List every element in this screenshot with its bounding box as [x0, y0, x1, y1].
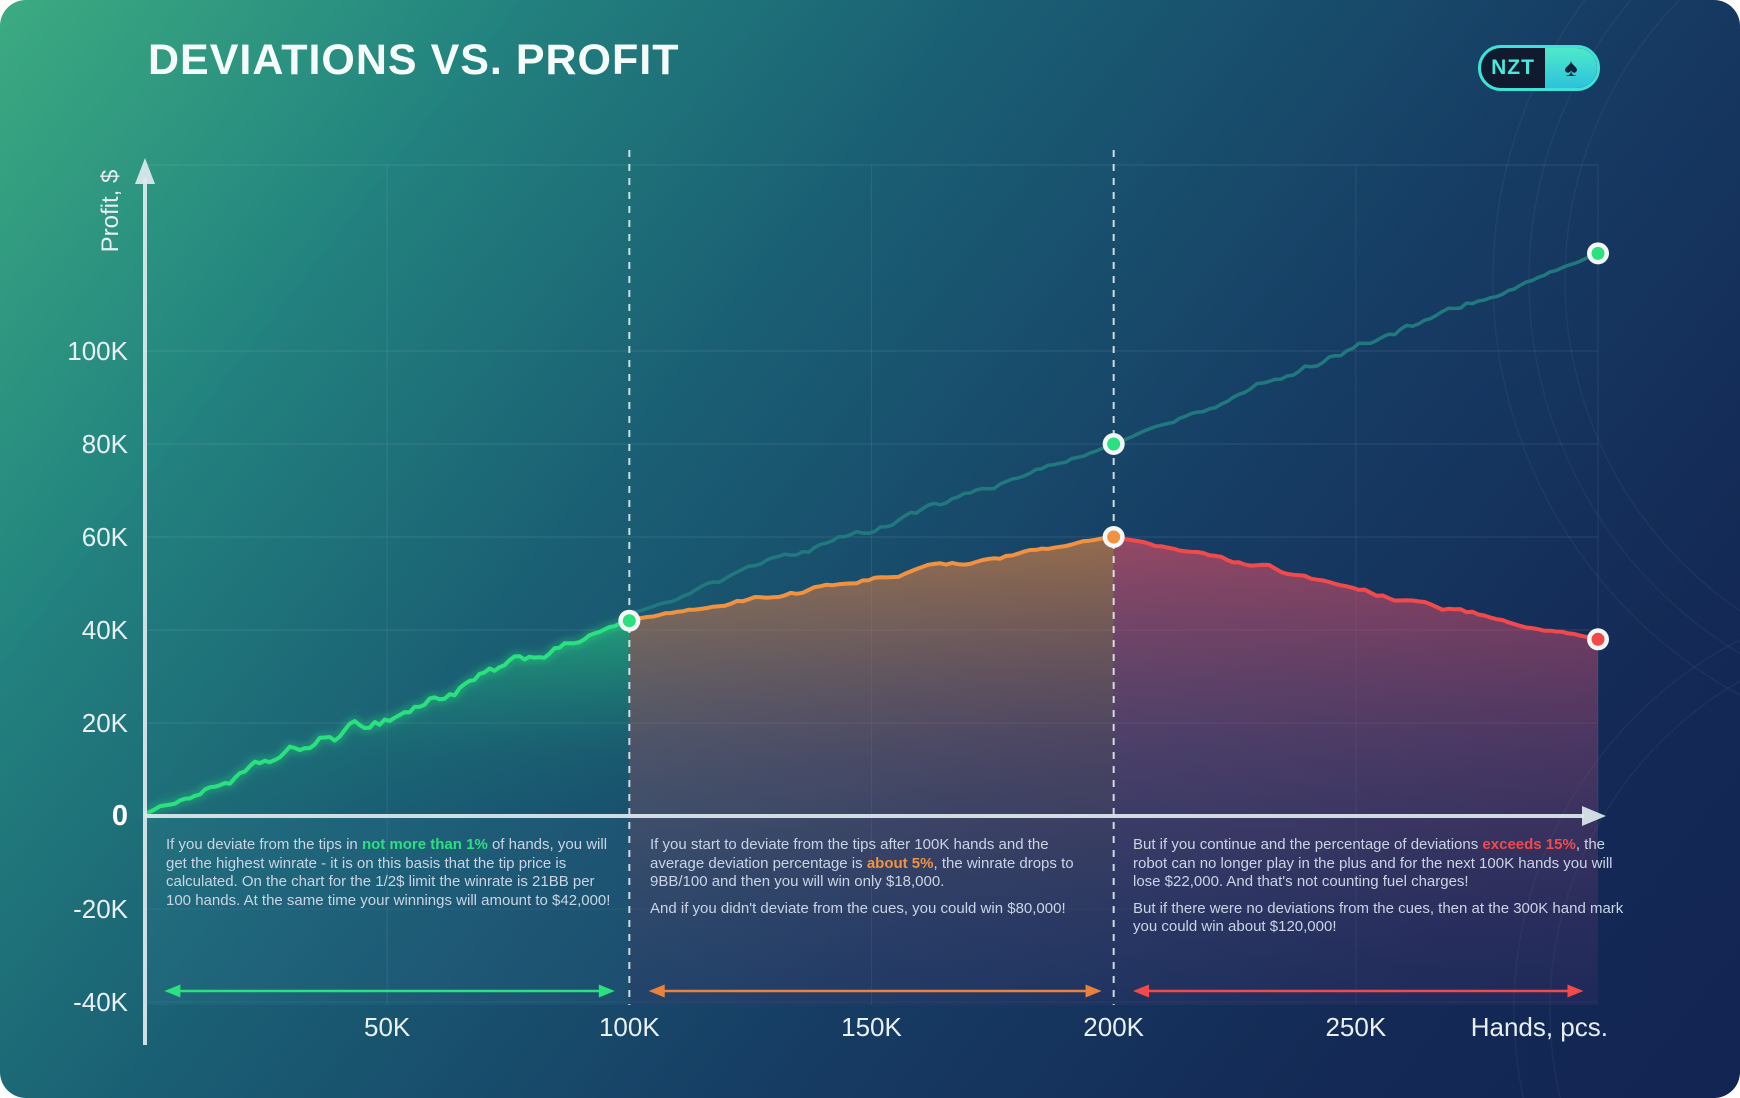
x-tick-label: 150K — [841, 1012, 902, 1042]
annotation-text: But if you continue and the percentage o… — [1133, 836, 1483, 853]
annotation-highlight: not more than 1% — [361, 836, 488, 853]
annotation-highlight: about 5% — [866, 854, 934, 872]
y-tick-label: -40K — [73, 987, 128, 1017]
y-tick-label: -20K — [73, 894, 128, 924]
annotation-text: of hands, you will get the highest winra… — [166, 836, 611, 909]
annotation-text: If you start to deviate from the tips af… — [650, 836, 1049, 872]
y-tick-label: 0 — [111, 800, 128, 832]
annotation-block: If you start to deviate from the tips af… — [650, 836, 1102, 926]
y-tick-label: 60K — [81, 522, 128, 552]
annotation-text: , the robot can no longer play in the pl… — [1133, 836, 1613, 891]
annotation-block: If you deviate from the tips in not more… — [166, 836, 622, 918]
annotation-text: If you deviate from the tips in — [166, 836, 362, 853]
spade-icon: ♠ — [1545, 48, 1597, 88]
nzt-logo-text: NZT — [1491, 56, 1535, 79]
annotation-text: But if there were no deviations from the… — [1133, 899, 1624, 936]
x-tick-label: 250K — [1325, 1012, 1387, 1042]
y-axis-label: Profit, $ — [97, 169, 124, 253]
x-tick-label: 200K — [1083, 1012, 1145, 1042]
annotation-text: , the winrate drops to 9BB/100 and then … — [650, 854, 1074, 891]
x-axis-label: Hands, pcs. — [1470, 1012, 1608, 1042]
y-tick-label: 100K — [67, 336, 128, 366]
x-tick-label: 100K — [598, 1012, 660, 1042]
page-title: DEVIATIONS VS. PROFIT — [148, 36, 680, 84]
y-tick-label: 40K — [81, 615, 128, 645]
x-tick-label: 50K — [364, 1012, 411, 1042]
y-tick-label: 80K — [81, 429, 128, 459]
annotation-text: And if you didn't deviate from the cues,… — [650, 899, 1066, 917]
nzt-logo-badge: NZT ♠ — [1478, 45, 1600, 91]
annotation-block: But if you continue and the percentage o… — [1133, 836, 1625, 945]
y-tick-label: 20K — [81, 708, 128, 738]
annotation-highlight: exceeds 15% — [1482, 836, 1576, 853]
